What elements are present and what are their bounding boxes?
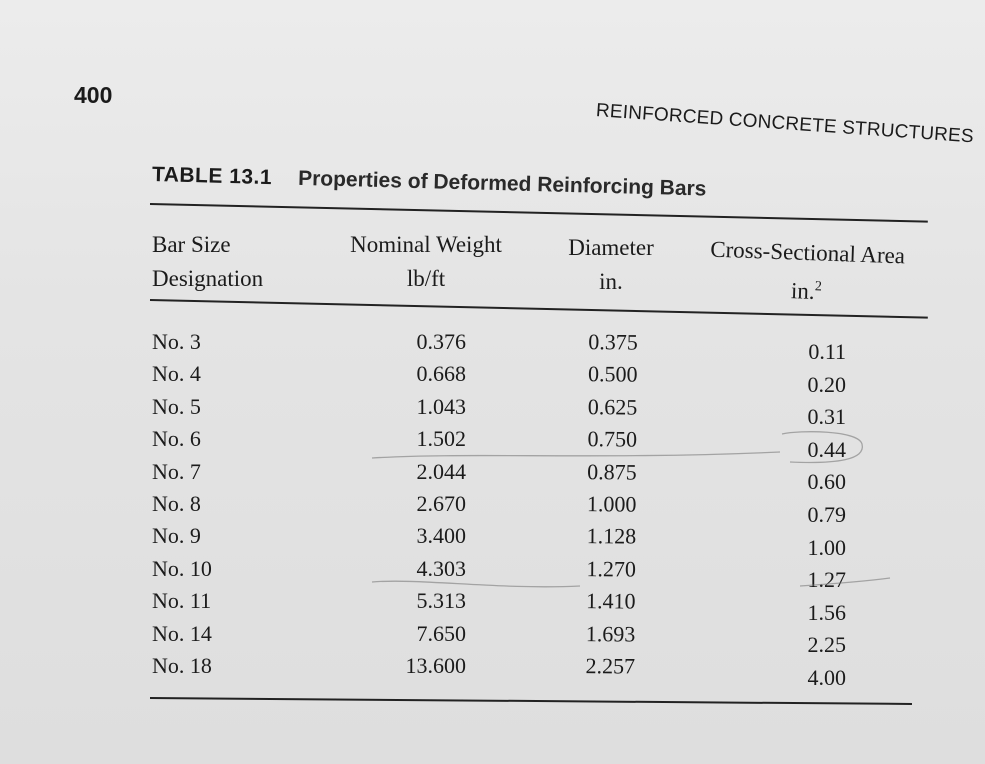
- header-diameter-unit: in.: [599, 269, 623, 294]
- table-cell-area: 0.60: [807, 469, 847, 495]
- table-cell-area: 0.11: [808, 339, 846, 364]
- table-cell-nominal-weight: 5.313: [416, 588, 467, 614]
- header-area-unit: in.2: [695, 266, 918, 312]
- table-cell-nominal-weight: 3.400: [416, 523, 467, 549]
- header-area: Cross-Sectional Area in.2: [695, 232, 919, 312]
- column-diameter: 0.375 0.500 0.625 0.750 0.875 1.000 1.128 1.270…: [573, 326, 638, 683]
- table-cell-area: 0.20: [807, 371, 847, 397]
- table-cell-bar-size: No. 11: [152, 588, 212, 614]
- table-cell-area: 2.25: [807, 632, 847, 658]
- table-cell-area: 4.00: [807, 664, 847, 690]
- table-cell-nominal-weight: 0.376: [416, 329, 467, 354]
- table-cell-diameter: 0.375: [588, 329, 638, 355]
- column-nominal-weight: 0.376 0.668 1.043 1.502 2.044 2.670 3.400 4.303…: [396, 326, 467, 682]
- table-cell-nominal-weight: 4.303: [416, 555, 467, 581]
- table-cell-bar-size: No. 5: [152, 393, 201, 419]
- table-cell-diameter: 1.693: [585, 620, 636, 647]
- column-bar-size: No. 3 No. 4 No. 5 No. 6 No. 7 No. 8 No. 9 No. 1…: [152, 326, 252, 682]
- table-cell-diameter: 2.257: [585, 653, 636, 679]
- table-cell-nominal-weight: 13.600: [405, 652, 467, 678]
- table-cell-area: 0.31: [807, 404, 847, 430]
- table-cell-bar-size: No. 9: [152, 523, 201, 549]
- table-cell-bar-size: No. 18: [152, 652, 212, 678]
- table-cell-bar-size: No. 4: [152, 361, 201, 387]
- table-cell-area: 1.56: [807, 599, 847, 625]
- column-area: 0.11 0.20 0.31 0.44 0.60 0.79 1.00 1.27 1.56 2.25…: [796, 336, 847, 695]
- table-cell-area: 0.44: [807, 436, 847, 462]
- table-cell-diameter: 1.410: [585, 588, 636, 614]
- table-cell-area: 1.27: [807, 567, 847, 593]
- table-cell-nominal-weight: 1.502: [416, 426, 467, 452]
- table-cell-nominal-weight: 0.668: [416, 361, 467, 387]
- table-title: Properties of Deformed Reinforcing Bars: [297, 166, 707, 201]
- table-cell-bar-size: No. 14: [152, 620, 212, 646]
- table-top-rule: [149, 203, 928, 223]
- table-cell-bar-size: No. 6: [152, 426, 201, 452]
- table-cell-diameter: 1.270: [586, 555, 636, 582]
- header-diameter: Diameter in.: [556, 231, 666, 299]
- header-area-unit-exponent: 2: [814, 279, 823, 295]
- table-cell-bar-size: No. 7: [152, 458, 201, 484]
- table-cell-area: 0.79: [807, 501, 847, 527]
- table-cell-nominal-weight: 1.043: [416, 393, 467, 419]
- table-cell-diameter: 1.128: [586, 523, 637, 549]
- table-cell-diameter: 0.500: [587, 361, 638, 387]
- table-cell-nominal-weight: 7.650: [416, 620, 467, 646]
- header-nominal-weight-line1: Nominal Weight: [350, 232, 502, 257]
- page-number: 400: [74, 82, 113, 108]
- header-nominal-weight: Nominal Weight lb/ft: [328, 228, 524, 296]
- table-cell-nominal-weight: 2.044: [416, 458, 467, 484]
- table-cell-diameter: 1.000: [586, 491, 637, 517]
- table-cell-diameter: 0.625: [587, 393, 638, 420]
- header-area-unit-base: in.: [790, 278, 816, 304]
- running-head: REINFORCED CONCRETE STRUCTURES: [595, 100, 975, 148]
- header-bar-size-line1: Bar Size: [152, 232, 231, 257]
- table-label: TABLE 13.1: [151, 163, 273, 190]
- header-bar-size: Bar Size Designation: [152, 228, 263, 296]
- header-nominal-weight-unit: lb/ft: [406, 266, 446, 291]
- table-bottom-rule: [149, 697, 912, 705]
- table-cell-bar-size: No. 8: [152, 490, 201, 516]
- table-cell-diameter: 0.750: [587, 426, 638, 452]
- header-diameter-line1: Diameter: [568, 235, 654, 260]
- table-cell-bar-size: No. 3: [152, 329, 201, 354]
- table-cell-diameter: 0.875: [587, 458, 637, 485]
- table-caption: TABLE 13.1 Properties of Deformed Reinfor…: [152, 163, 707, 202]
- table-cell-area: 1.00: [807, 534, 847, 560]
- table-cell-bar-size: No. 10: [152, 555, 212, 581]
- table-cell-nominal-weight: 2.670: [416, 490, 467, 516]
- header-bar-size-line2: Designation: [152, 266, 264, 291]
